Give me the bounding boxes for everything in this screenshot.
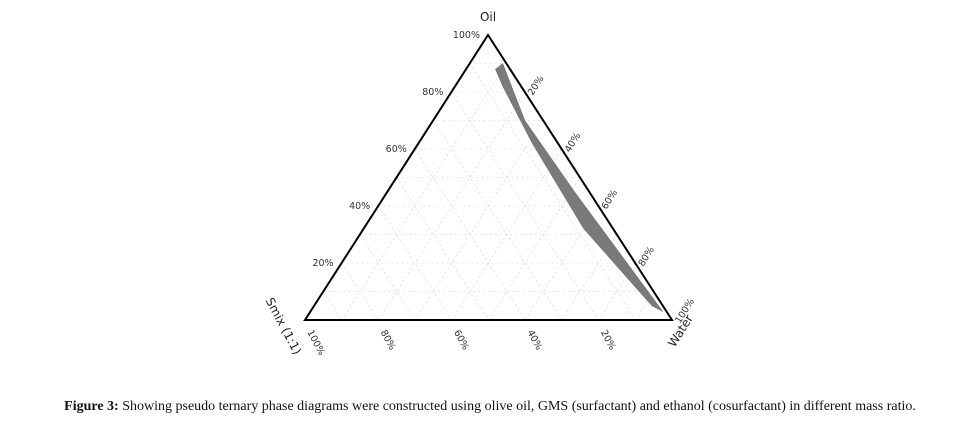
tick-label-smix: 100% [304, 328, 326, 357]
caption-text: Showing pseudo ternary phase diagrams we… [118, 399, 916, 414]
microemulsion-region [495, 63, 664, 312]
grid-line-water [635, 291, 654, 321]
tick-label-water: 60% [600, 188, 621, 212]
grid-line-water [414, 120, 544, 321]
grid-line-water [488, 177, 581, 321]
tick-label-oil: 80% [422, 87, 443, 98]
grid-line-smix [396, 177, 489, 321]
grid-line-smix [359, 234, 416, 321]
grid-line-smix [414, 148, 526, 321]
grid-lines [323, 63, 654, 321]
triangle-frame [303, 33, 674, 321]
grid-line-water [561, 234, 618, 321]
tick-label-smix: 20% [598, 328, 618, 352]
tick-label-oil: 100% [453, 30, 480, 41]
grid-line-water [341, 63, 507, 321]
tick-label-oil: 20% [312, 258, 333, 269]
vertex-label-smix: Smix (1:1) [263, 295, 305, 357]
tick-label-smix: 60% [451, 328, 471, 352]
vertex-label-oil: Oil [480, 10, 496, 24]
grid-line-water [451, 148, 562, 321]
grid-line-smix [341, 262, 379, 321]
ternary-diagram: 20% 20% 20% 40% 40% 40% 60% 60% 60% 80% 80% 80% 100%… [263, 10, 697, 357]
vertex-labels: Oil Water Smix (1:1) [263, 10, 696, 357]
tick-label-smix: 80% [378, 328, 398, 352]
grid-line-water [378, 91, 526, 321]
grid-line-smix [323, 291, 342, 321]
tick-label-oil: 40% [349, 201, 370, 212]
grid-line-smix [469, 63, 636, 321]
tick-label-oil: 60% [386, 144, 407, 155]
tick-label-water: 40% [563, 131, 584, 155]
caption-label: Figure 3: [64, 399, 119, 414]
tick-label-water: 20% [526, 74, 547, 98]
tick-label-water: 80% [636, 245, 657, 269]
figure-caption: Figure 3: Showing pseudo ternary phase d… [0, 398, 980, 415]
tick-label-smix: 40% [525, 328, 545, 352]
region-layer [495, 63, 664, 312]
